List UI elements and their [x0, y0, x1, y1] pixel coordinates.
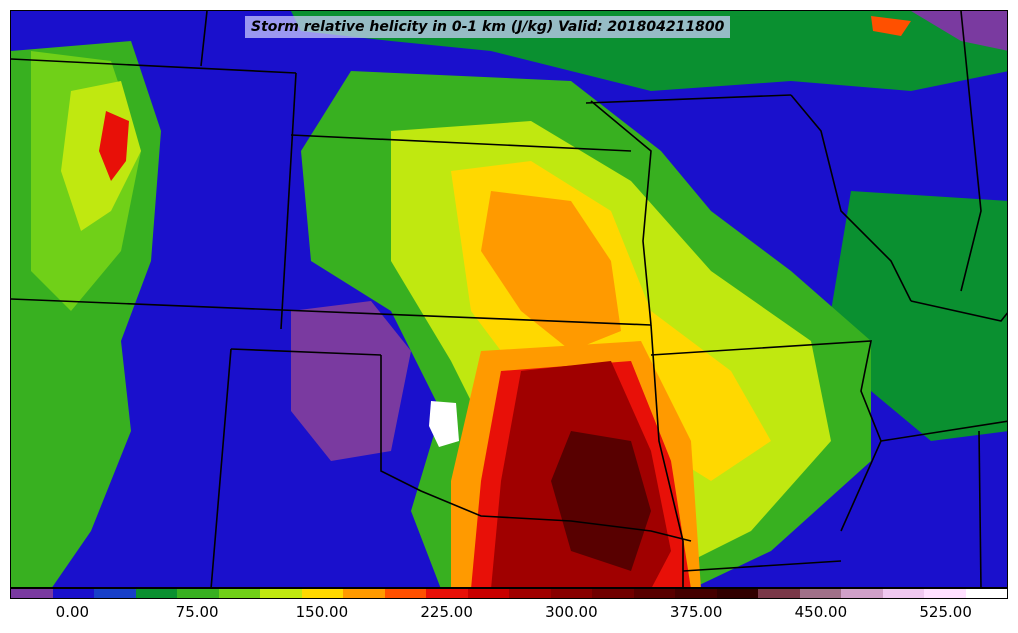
colorbar-segment: [467, 589, 509, 598]
colorbar-tick-label: 0.00: [55, 603, 90, 621]
helicity-contour-map: [11, 11, 1007, 587]
border-iowa-north: [585, 94, 792, 104]
colorbar-tick-label: 525.00: [919, 603, 972, 621]
border-oklahoma-panhandle: [230, 348, 382, 356]
field-red-rockies: [99, 111, 129, 181]
border-colorado-kansas: [280, 72, 297, 330]
colorbar-segment: [924, 589, 966, 598]
field-purple-ne: [911, 11, 1007, 51]
colorbar-segment: [301, 589, 343, 598]
state-boundaries: [11, 11, 1007, 587]
colorbar-segment: [675, 589, 717, 598]
colorbar-segment: [758, 589, 800, 598]
border-ar-south: [682, 560, 842, 572]
colorbar-tick-label: 150.00: [295, 603, 349, 621]
colorbar-segment: [592, 589, 634, 598]
colorbar-segment: [716, 589, 758, 598]
map-title: Storm relative helicity in 0-1 km (J/kg)…: [245, 16, 731, 38]
border-ok-ar: [650, 324, 684, 587]
colorbar-segment: [260, 589, 302, 598]
colorbar-segment: [177, 589, 219, 598]
field-red-ne: [871, 16, 911, 36]
border-oklahoma-texas: [380, 355, 692, 542]
border-mo-illinois: [910, 300, 1007, 322]
map-panel: [10, 10, 1008, 588]
colorbar-segment: [94, 589, 136, 598]
colorbar-segment: [799, 589, 841, 598]
border-nebraska-iowa: [590, 100, 652, 326]
colorbar-segment: [965, 589, 1007, 598]
border-wyoming-colorado: [11, 58, 297, 74]
border-utah-colorado: [200, 11, 208, 67]
field-maroon-core: [551, 431, 651, 571]
colorbar-tick-label: 75.00: [175, 603, 219, 621]
border-illinois: [960, 11, 982, 292]
colorbar-segment: [11, 589, 53, 598]
colorbar: [10, 588, 1008, 599]
border-kansas-oklahoma: [11, 298, 652, 326]
colorbar-segment: [218, 589, 260, 598]
colorbar-tick-label: 300.00: [545, 603, 598, 621]
border-nebraska-south: [290, 134, 632, 152]
border-east-ms: [880, 420, 1007, 442]
colorbar-tick-label: 225.00: [420, 603, 473, 621]
border-missouri-arkansas: [650, 340, 882, 532]
field-green-east: [831, 191, 1007, 441]
colorbar-segment: [633, 589, 675, 598]
border-iowa-east: [790, 94, 912, 302]
colorbar-segment: [509, 589, 551, 598]
border-ms-al: [978, 430, 982, 587]
colorbar-segment: [841, 589, 883, 598]
field-white-spot: [429, 401, 459, 447]
field-orange-central: [481, 191, 621, 351]
colorbar-tick-label: 450.00: [794, 603, 848, 621]
border-nm-texas: [210, 348, 232, 587]
colorbar-tick-label: 375.00: [669, 603, 723, 621]
colorbar-segment: [384, 589, 426, 598]
colorbar-segment: [882, 589, 924, 598]
colorbar-segment: [426, 589, 468, 598]
colorbar-segment: [135, 589, 177, 598]
colorbar-segment: [343, 589, 385, 598]
colorbar-segment: [550, 589, 592, 598]
colorbar-segment: [52, 589, 94, 598]
